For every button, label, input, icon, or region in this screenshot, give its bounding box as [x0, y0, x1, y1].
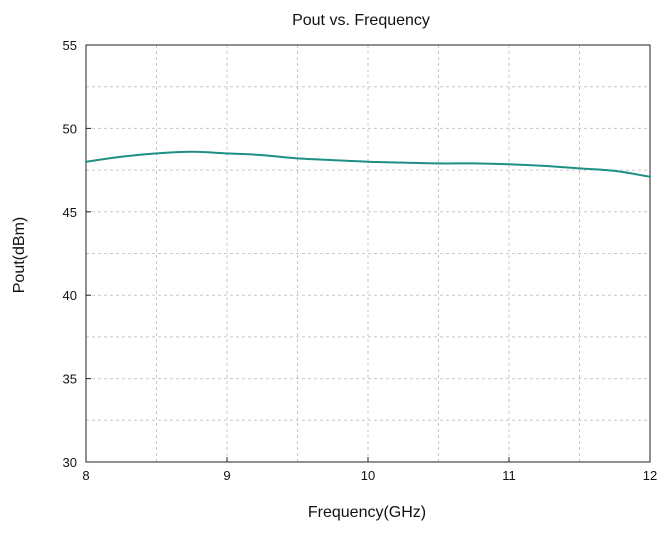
- x-axis-label: Frequency(GHz): [308, 504, 426, 521]
- x-tick-label: 9: [223, 468, 230, 483]
- y-tick-label: 35: [63, 372, 77, 387]
- x-tick-label: 8: [82, 468, 89, 483]
- x-tick-label: 10: [361, 468, 375, 483]
- y-tick-label: 45: [63, 205, 77, 220]
- chart-title: Pout vs. Frequency: [292, 12, 430, 29]
- x-tick-label: 11: [502, 468, 516, 483]
- y-tick-label: 50: [63, 121, 77, 136]
- series-layer: [85, 150, 651, 178]
- y-tick-label: 40: [63, 288, 77, 303]
- y-tick-label: 30: [63, 455, 77, 470]
- y-axis-ticks: 30 35 40 45 50 55: [63, 38, 91, 470]
- y-tick-label: 55: [63, 38, 77, 53]
- y-axis-label: Pout(dBm): [11, 217, 28, 293]
- x-tick-label: 12: [643, 468, 657, 483]
- pout-series-line: [85, 150, 651, 178]
- x-axis-ticks: 8 9 10 11 12: [82, 457, 657, 483]
- grid: [86, 45, 650, 462]
